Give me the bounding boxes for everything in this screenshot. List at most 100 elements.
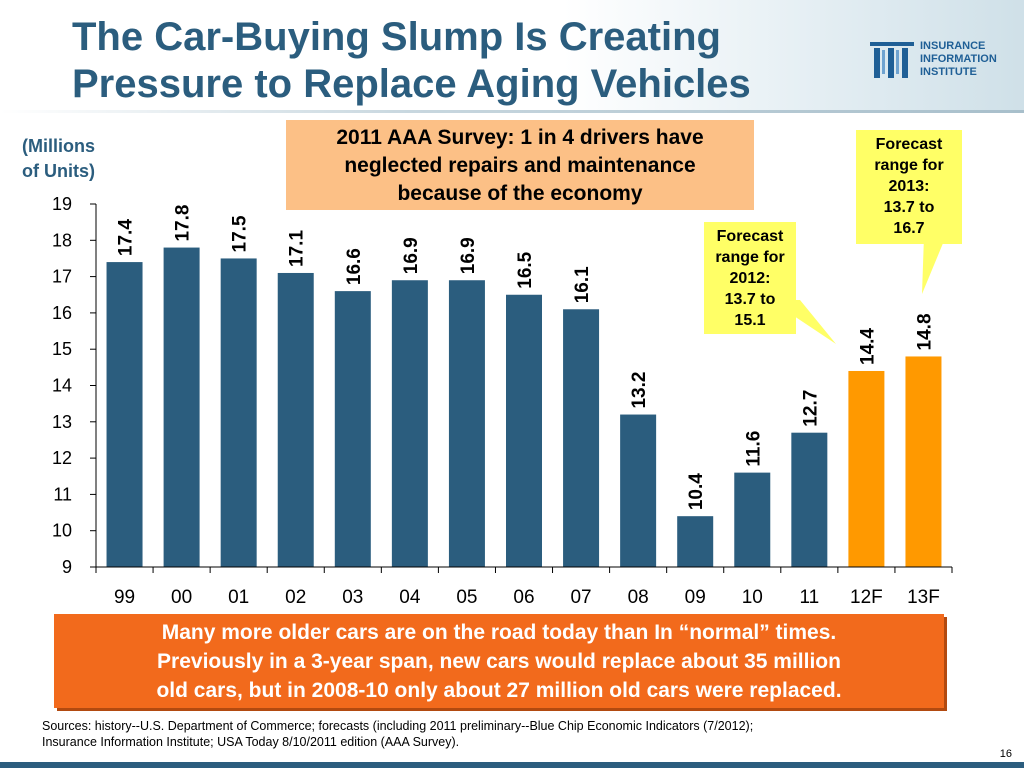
- older-cars-summary-box: Many more older cars are on the road tod…: [54, 614, 944, 708]
- value-label-04: 16.9: [401, 237, 422, 274]
- value-label-13F: 14.8: [914, 313, 935, 350]
- iii-logo-icon: [870, 42, 914, 78]
- summary-line-3: old cars, but in 2008-10 only about 27 m…: [156, 679, 842, 702]
- bar-09: [677, 516, 714, 567]
- y-tick-label: 10: [52, 521, 72, 541]
- y-tick-label: 13: [52, 412, 72, 432]
- axes-layer: 99 00 01 02 03 04 05 06 07 08 09 10 11 12F 13F 9 10 11 12 1…: [52, 194, 953, 608]
- x-tick-label: 11: [799, 587, 819, 608]
- callout-2012-line: range for: [715, 249, 785, 266]
- iii-logo-text: INSURANCE INFORMATION INSTITUTE: [920, 40, 997, 79]
- forecast-2012-callout: Forecast range for 2012: 13.7 to 15.1: [704, 222, 796, 334]
- footer-bar: [0, 762, 1024, 768]
- value-label-06: 16.5: [515, 251, 536, 288]
- x-tick-label: 09: [685, 587, 706, 608]
- title-divider: [0, 110, 1024, 113]
- bar-13F: [905, 356, 942, 567]
- bar-99: [106, 262, 143, 567]
- forecast-2013-callout: Forecast range for 2013: 13.7 to 16.7: [856, 130, 962, 244]
- iii-logo: INSURANCE INFORMATION INSTITUTE: [868, 38, 1016, 82]
- page-number: 16: [999, 748, 1012, 760]
- y-tick-label: 11: [53, 484, 72, 504]
- bar-11: [791, 432, 828, 567]
- callout-2013-line: range for: [874, 157, 944, 174]
- x-tick-label: 01: [228, 587, 249, 608]
- value-label-10: 11.6: [743, 431, 764, 467]
- value-labels-layer: 17.4 17.8 17.5 17.1 16.6 16.9 16.9 16.5 16.1 13.2…: [116, 205, 936, 511]
- bar-00: [163, 247, 200, 567]
- logo-line-1: INSURANCE: [920, 40, 986, 52]
- callout-2012-line: 15.1: [734, 312, 766, 329]
- x-tick-label: 07: [570, 587, 591, 608]
- y-tick-label: 18: [52, 230, 72, 250]
- value-label-02: 17.1: [287, 230, 308, 267]
- y-tick-label: 14: [52, 376, 72, 396]
- x-tick-label: 06: [513, 587, 534, 608]
- bar-07: [563, 309, 600, 567]
- bar-06: [506, 294, 542, 567]
- bars-layer: [106, 247, 942, 567]
- x-tick-label: 05: [456, 587, 477, 608]
- callout-2013-line: 16.7: [893, 220, 925, 237]
- y-tick-label: 19: [52, 194, 72, 214]
- slide-title-line-1: The Car-Buying Slump Is Creating: [72, 15, 721, 59]
- y-tick-label: 17: [52, 267, 72, 287]
- bar-10: [734, 472, 771, 567]
- x-tick-label: 03: [342, 587, 363, 608]
- summary-line-1: Many more older cars are on the road tod…: [161, 621, 837, 644]
- x-tick-label: 99: [114, 587, 135, 608]
- bar-12F: [848, 370, 885, 567]
- callout-2013-pointer: [922, 236, 946, 294]
- survey-line-3: because of the economy: [397, 182, 643, 205]
- sources-line-2: Insurance Information Institute; USA Tod…: [42, 735, 460, 749]
- y-tick-label: 12: [52, 448, 72, 468]
- aaa-survey-box: 2011 AAA Survey: 1 in 4 drivers have neg…: [286, 120, 754, 210]
- callout-2013-line: 2013:: [888, 178, 930, 195]
- bar-01: [220, 258, 257, 567]
- x-tick-label: 04: [399, 587, 421, 608]
- x-tick-label: 02: [285, 587, 306, 608]
- value-label-08: 13.2: [629, 372, 650, 409]
- sources-line-1: Sources: history--U.S. Department of Com…: [42, 719, 754, 733]
- logo-line-3: INSTITUTE: [920, 66, 977, 78]
- y-axis-units-label: (Millions of Units): [22, 134, 95, 184]
- callout-2013-line: Forecast: [875, 136, 943, 153]
- value-label-99: 17.4: [116, 219, 137, 256]
- logo-line-2: INFORMATION: [920, 53, 997, 65]
- sources-footnote: Sources: history--U.S. Department of Com…: [42, 718, 972, 750]
- y-tick-label: 9: [62, 557, 72, 577]
- value-label-07: 16.1: [572, 266, 593, 303]
- value-label-00: 17.8: [173, 205, 194, 242]
- units-line-2: of Units): [22, 161, 95, 181]
- callout-2012-line: Forecast: [716, 228, 784, 245]
- y-tick-label: 15: [52, 339, 72, 359]
- callout-2013-line: 13.7 to: [883, 199, 935, 216]
- value-label-11: 12.7: [800, 390, 821, 427]
- x-tick-label: 08: [628, 587, 649, 608]
- value-label-05: 16.9: [458, 237, 479, 274]
- value-label-01: 17.5: [230, 215, 251, 252]
- bar-02: [277, 272, 314, 567]
- value-label-12F: 14.4: [857, 328, 878, 365]
- x-tick-label: 12F: [850, 587, 883, 608]
- bar-05: [448, 280, 485, 567]
- bar-03: [334, 291, 371, 567]
- x-tick-label: 10: [742, 587, 763, 608]
- bar-08: [620, 414, 657, 567]
- slide-title-line-2: Pressure to Replace Aging Vehicles: [72, 62, 751, 106]
- x-tick-label: 00: [171, 587, 192, 608]
- x-tick-label: 13F: [907, 587, 940, 608]
- survey-line-1: 2011 AAA Survey: 1 in 4 drivers have: [336, 126, 704, 149]
- units-line-1: (Millions: [22, 136, 95, 156]
- value-label-03: 16.6: [344, 248, 365, 285]
- bar-04: [391, 280, 428, 567]
- survey-line-2: neglected repairs and maintenance: [344, 154, 696, 177]
- callout-2012-line: 2012:: [729, 270, 771, 287]
- value-label-09: 10.4: [686, 473, 707, 510]
- slide-title: The Car-Buying Slump Is Creating Pressur…: [72, 14, 852, 108]
- callout-2012-line: 13.7 to: [724, 291, 776, 308]
- title-background: [0, 0, 1024, 112]
- summary-line-2: Previously in a 3-year span, new cars wo…: [157, 650, 841, 673]
- y-tick-label: 16: [52, 303, 72, 323]
